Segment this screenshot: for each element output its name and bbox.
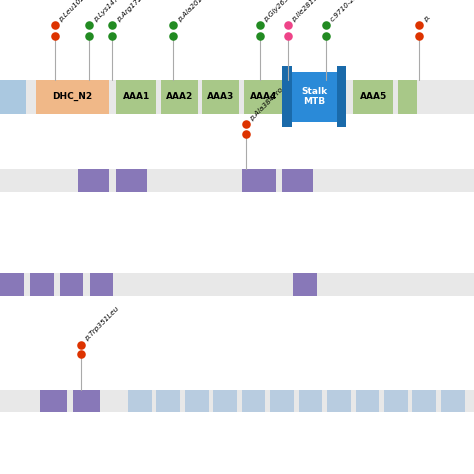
- Bar: [270, 390, 294, 412]
- Text: AAA5: AAA5: [360, 92, 387, 101]
- Text: p.Lys1477Ter: p.Lys1477Ter: [92, 0, 131, 23]
- Bar: [292, 72, 337, 122]
- Text: p.Ala384Pro: p.Ala384Pro: [249, 86, 284, 122]
- Bar: [0, 169, 474, 192]
- Bar: [242, 169, 276, 192]
- Bar: [384, 390, 408, 412]
- Bar: [128, 390, 152, 412]
- Point: [51, 21, 58, 29]
- Point: [322, 32, 330, 39]
- Bar: [412, 390, 436, 412]
- Bar: [202, 80, 239, 114]
- Point: [51, 32, 58, 39]
- Text: p.Ala2012Val: p.Ala2012Val: [176, 0, 214, 23]
- Bar: [161, 80, 198, 114]
- Bar: [30, 273, 54, 296]
- Bar: [244, 80, 284, 114]
- Text: p.Trp351Leu: p.Trp351Leu: [84, 306, 120, 342]
- Bar: [213, 390, 237, 412]
- Bar: [293, 273, 317, 296]
- Bar: [299, 390, 322, 412]
- Point: [256, 21, 264, 29]
- Point: [322, 21, 330, 29]
- Bar: [90, 273, 113, 296]
- Bar: [441, 390, 465, 412]
- Bar: [0, 80, 26, 114]
- Bar: [60, 273, 83, 296]
- Bar: [40, 390, 67, 412]
- Bar: [116, 169, 147, 192]
- Text: DHC_N2: DHC_N2: [52, 92, 92, 101]
- Text: p.Arg1726Ter: p.Arg1726Ter: [116, 0, 155, 23]
- Point: [242, 120, 249, 128]
- Bar: [0, 80, 474, 114]
- Bar: [0, 273, 24, 296]
- Bar: [185, 390, 209, 412]
- Point: [85, 21, 93, 29]
- Bar: [327, 390, 351, 412]
- Point: [284, 32, 292, 39]
- Bar: [398, 80, 417, 114]
- Bar: [282, 169, 313, 192]
- Text: AAA2: AAA2: [166, 92, 193, 101]
- Point: [77, 350, 84, 358]
- Text: c.9710-2A-: c.9710-2A-: [329, 0, 362, 23]
- Point: [416, 32, 423, 39]
- Point: [242, 130, 249, 137]
- Text: p.: p.: [423, 14, 432, 23]
- Bar: [356, 390, 379, 412]
- Bar: [0, 273, 474, 296]
- Text: AAA4: AAA4: [250, 92, 277, 101]
- Text: Stalk
MTB: Stalk MTB: [301, 87, 327, 106]
- Bar: [0, 390, 474, 412]
- Text: AAA1: AAA1: [123, 92, 150, 101]
- Text: p.Gly2658Arg: p.Gly2658Arg: [263, 0, 302, 23]
- Bar: [156, 390, 180, 412]
- Point: [256, 32, 264, 39]
- Point: [77, 341, 84, 348]
- Bar: [242, 390, 265, 412]
- Text: p.Leu1020Ter: p.Leu1020Ter: [58, 0, 97, 23]
- Point: [169, 21, 177, 29]
- Bar: [116, 80, 156, 114]
- Point: [109, 21, 116, 29]
- Point: [169, 32, 177, 39]
- Text: AAA3: AAA3: [207, 92, 234, 101]
- Bar: [353, 80, 393, 114]
- Bar: [73, 390, 100, 412]
- Bar: [282, 66, 292, 127]
- Point: [416, 21, 423, 29]
- Bar: [36, 80, 109, 114]
- Text: p.Ile2819Met: p.Ile2819Met: [291, 0, 329, 23]
- Bar: [337, 66, 346, 127]
- Point: [85, 32, 93, 39]
- Point: [109, 32, 116, 39]
- Bar: [78, 169, 109, 192]
- Point: [284, 21, 292, 29]
